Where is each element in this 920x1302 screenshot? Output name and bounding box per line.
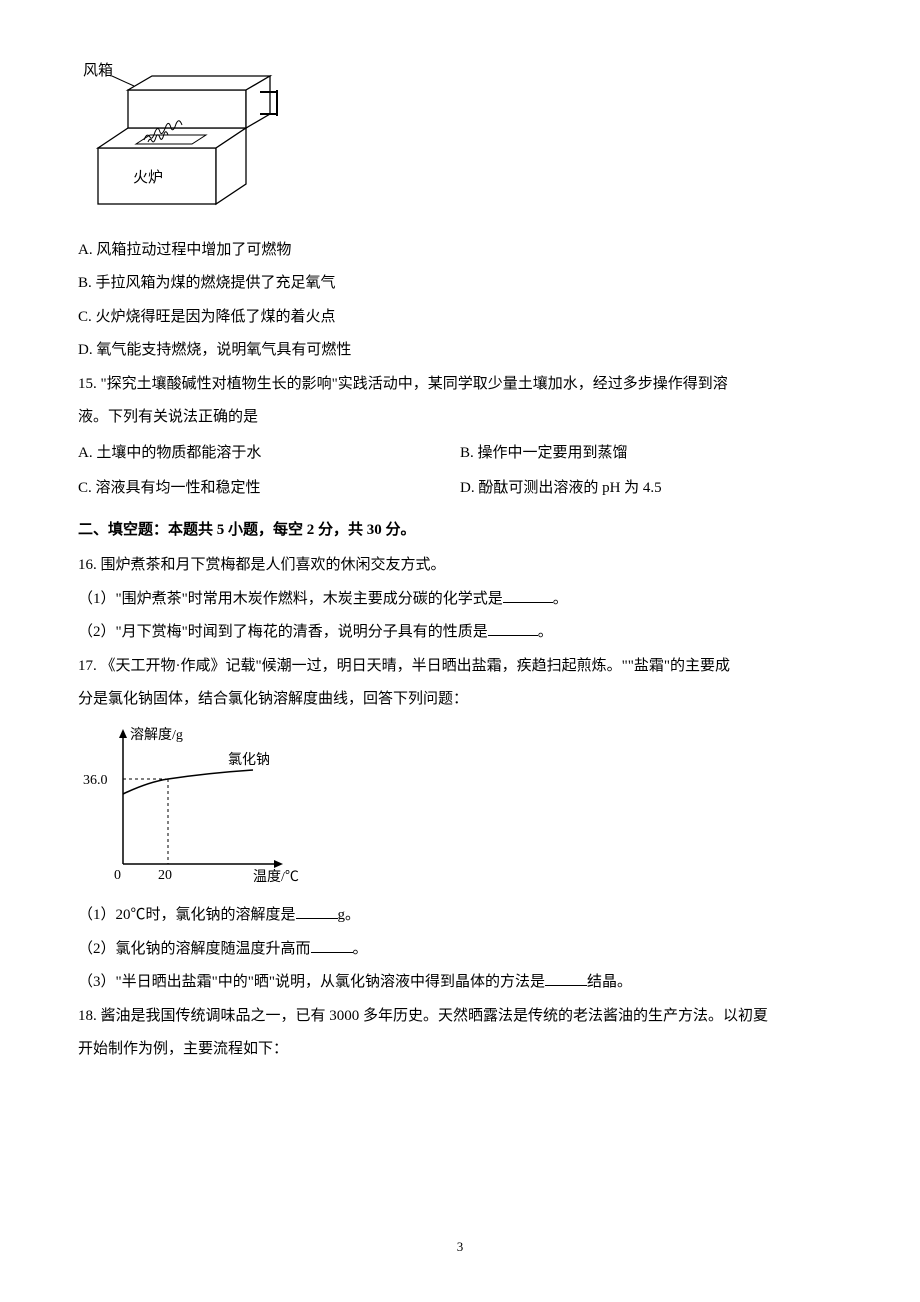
q16-stem: 16. 围炉煮茶和月下赏梅都是人们喜欢的休闲交友方式。 bbox=[78, 550, 842, 582]
q15-option-c: C. 溶液具有均一性和稳定性 bbox=[78, 473, 460, 505]
x-tick-20: 20 bbox=[158, 868, 172, 883]
bellows-furnace-diagram: 风箱 火炉 bbox=[78, 60, 842, 223]
q17-p2-tail: 。 bbox=[353, 941, 368, 957]
q15-stem-1: 15. "探究土壤酸碱性对植物生长的影响"实践活动中，某同学取少量土壤加水，经过… bbox=[78, 369, 842, 401]
q16-p1-text: （1）"围炉煮茶"时常用木炭作燃料，木炭主要成分碳的化学式是 bbox=[78, 591, 503, 607]
q18-stem-2: 开始制作为例，主要流程如下： bbox=[78, 1034, 842, 1066]
label-huolu: 火炉 bbox=[133, 169, 163, 186]
x-axis-label: 温度/℃ bbox=[253, 869, 299, 884]
q17-p2-blank bbox=[311, 936, 353, 953]
q14-option-a: A. 风箱拉动过程中增加了可燃物 bbox=[78, 235, 842, 267]
q17-p2-text: （2）氯化钠的溶解度随温度升高而 bbox=[78, 941, 311, 957]
q15-option-b: B. 操作中一定要用到蒸馏 bbox=[460, 438, 842, 470]
q17-stem-2: 分是氯化钠固体，结合氯化钠溶解度曲线，回答下列问题： bbox=[78, 684, 842, 716]
section-2-title: 二、填空题：本题共 5 小题，每空 2 分，共 30 分。 bbox=[78, 515, 842, 547]
curve-label: 氯化钠 bbox=[228, 752, 270, 768]
origin-label: 0 bbox=[114, 868, 121, 883]
q17-p3-blank bbox=[545, 970, 587, 987]
q16-p2-blank bbox=[488, 620, 538, 637]
q17-p1-blank bbox=[296, 903, 338, 920]
bellows-svg: 风箱 火炉 bbox=[78, 60, 278, 210]
y-tick-36: 36.0 bbox=[83, 773, 108, 788]
q17-stem-1: 17. 《天工开物·作咸》记载"候潮一过，明日天晴，半日晒出盐霜，疾趋扫起煎炼。… bbox=[78, 651, 842, 683]
q17-p2: （2）氯化钠的溶解度随温度升高而 。 bbox=[78, 934, 842, 966]
q17-p1-tail: g。 bbox=[338, 907, 361, 923]
q17-p3: （3）"半日晒出盐霜"中的"晒"说明，从氯化钠溶液中得到晶体的方法是 结晶。 bbox=[78, 967, 842, 999]
y-axis-label: 溶解度/g bbox=[130, 727, 183, 743]
q17-p1-text: （1）20℃时，氯化钠的溶解度是 bbox=[78, 907, 296, 923]
q15-option-d: D. 酚酞可测出溶液的 pH 为 4.5 bbox=[460, 473, 842, 505]
q17-p3-tail: 结晶。 bbox=[587, 974, 632, 990]
q15-option-a: A. 土壤中的物质都能溶于水 bbox=[78, 438, 460, 470]
q14-option-c: C. 火炉烧得旺是因为降低了煤的着火点 bbox=[78, 302, 842, 334]
q15-stem-2: 液。下列有关说法正确的是 bbox=[78, 402, 842, 434]
q16-p2: （2）"月下赏梅"时闻到了梅花的清香，说明分子具有的性质是 。 bbox=[78, 617, 842, 649]
q17-p3-text: （3）"半日晒出盐霜"中的"晒"说明，从氯化钠溶液中得到晶体的方法是 bbox=[78, 974, 545, 990]
label-fengxiang: 风箱 bbox=[83, 62, 113, 79]
solubility-chart: 溶解度/g 温度/℃ 0 20 36.0 氯化钠 bbox=[78, 724, 842, 897]
q18-stem-1: 18. 酱油是我国传统调味品之一，已有 3000 多年历史。天然晒露法是传统的老… bbox=[78, 1001, 842, 1033]
q16-p2-text: （2）"月下赏梅"时闻到了梅花的清香，说明分子具有的性质是 bbox=[78, 624, 488, 640]
solubility-svg: 溶解度/g 温度/℃ 0 20 36.0 氯化钠 bbox=[78, 724, 318, 884]
q16-p1-tail: 。 bbox=[553, 591, 568, 607]
q16-p1-blank bbox=[503, 586, 553, 603]
q17-p1: （1）20℃时，氯化钠的溶解度是 g。 bbox=[78, 900, 842, 932]
q14-option-d: D. 氧气能支持燃烧，说明氧气具有可燃性 bbox=[78, 335, 842, 367]
q16-p2-tail: 。 bbox=[538, 624, 553, 640]
q16-p1: （1）"围炉煮茶"时常用木炭作燃料，木炭主要成分碳的化学式是 。 bbox=[78, 584, 842, 616]
q14-option-b: B. 手拉风箱为煤的燃烧提供了充足氧气 bbox=[78, 268, 842, 300]
page-number: 3 bbox=[0, 1233, 920, 1260]
